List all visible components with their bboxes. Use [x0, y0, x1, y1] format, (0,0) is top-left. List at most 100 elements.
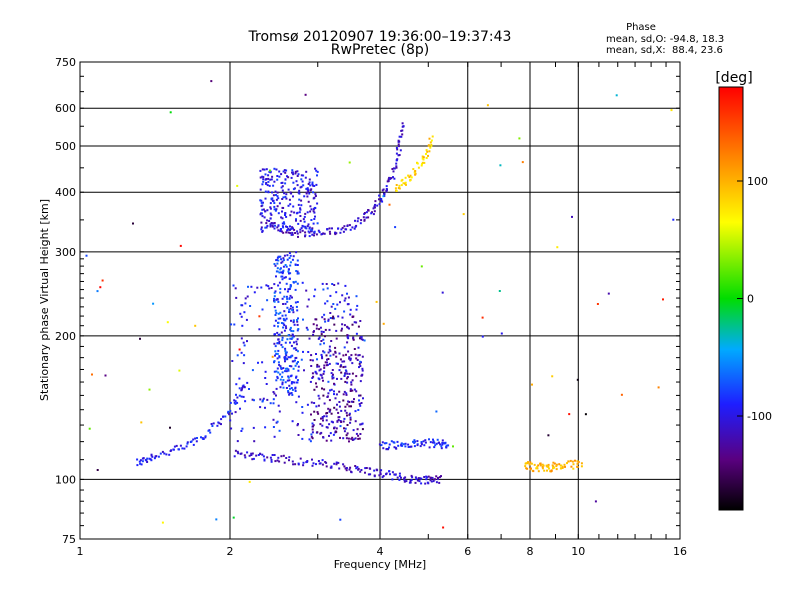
echo-point: [338, 401, 341, 403]
echo-point: [340, 377, 343, 380]
echo-point: [330, 340, 333, 342]
echo-point: [281, 336, 284, 339]
echo-point: [331, 227, 333, 230]
echo-point: [287, 268, 290, 271]
echo-point: [91, 373, 93, 376]
echo-point: [96, 290, 99, 293]
echo-point: [294, 280, 297, 283]
echo-point: [355, 295, 358, 298]
echo-point: [232, 516, 235, 519]
echo-point: [314, 215, 316, 218]
echo-point: [311, 181, 314, 184]
echo-point: [306, 328, 309, 331]
echo-point: [385, 448, 388, 451]
echo-point: [408, 176, 411, 179]
echo-point: [282, 454, 285, 457]
echo-point: [99, 286, 102, 289]
echo-point: [136, 464, 139, 467]
echo-point: [288, 252, 291, 254]
echo-point: [322, 350, 325, 353]
echo-point: [288, 365, 291, 367]
echo-point: [278, 342, 281, 345]
echo-point: [335, 461, 338, 464]
echo-point: [328, 362, 331, 365]
echo-point: [360, 402, 363, 404]
echo-point: [85, 254, 88, 257]
echo-point: [232, 284, 235, 287]
echo-point: [179, 444, 182, 447]
echo-point: [547, 463, 550, 466]
echo-point: [344, 380, 347, 383]
echo-point: [328, 230, 331, 233]
echo-point: [400, 184, 403, 187]
echo-point: [402, 443, 405, 446]
echo-point: [288, 198, 291, 201]
echo-point: [521, 161, 524, 164]
echo-point: [271, 224, 274, 227]
echo-point: [309, 210, 312, 213]
echo-point: [258, 328, 261, 331]
echo-point: [346, 341, 349, 344]
echo-point: [170, 449, 173, 452]
echo-point: [268, 170, 271, 173]
echo-point: [358, 366, 360, 369]
echo-point: [327, 407, 330, 410]
echo-point: [236, 401, 239, 404]
echo-point: [305, 192, 308, 195]
x-tick-label: 4: [377, 545, 384, 558]
echo-point: [315, 463, 317, 466]
echo-point: [353, 438, 356, 441]
echo-point: [290, 176, 293, 179]
echo-point: [359, 222, 362, 225]
echo-point: [294, 386, 297, 389]
echo-point: [307, 298, 310, 301]
echo-point: [283, 310, 286, 313]
echo-point: [413, 171, 416, 174]
echo-point: [280, 343, 283, 346]
echo-point: [246, 381, 249, 384]
echo-point: [314, 195, 317, 197]
echo-point: [310, 401, 313, 404]
echo-point: [288, 272, 290, 275]
echo-point: [580, 465, 583, 468]
echo-point: [348, 405, 351, 408]
echo-point: [354, 219, 356, 222]
echo-point: [321, 316, 324, 319]
echo-point: [296, 338, 299, 341]
echo-point: [175, 444, 178, 447]
echo-point: [280, 455, 283, 458]
echo-point: [420, 441, 423, 443]
echo-point: [284, 360, 286, 363]
echo-point: [292, 181, 295, 184]
echo-point: [308, 227, 311, 230]
echo-point: [244, 297, 247, 300]
echo-point: [310, 433, 313, 436]
echo-point: [402, 182, 405, 185]
echo-point: [481, 316, 484, 319]
echo-point: [282, 221, 285, 224]
echo-point: [148, 388, 151, 391]
echo-point: [285, 327, 288, 330]
echo-point: [272, 418, 275, 421]
echo-point: [248, 388, 250, 390]
echo-point: [429, 441, 432, 444]
echo-point: [265, 284, 268, 287]
echo-point: [282, 303, 285, 305]
echo-point: [161, 521, 164, 524]
echo-point: [286, 306, 289, 309]
echo-point: [313, 234, 315, 237]
echo-point: [392, 167, 395, 170]
echo-point: [286, 290, 289, 293]
echo-point: [386, 180, 389, 183]
echo-point: [283, 192, 286, 195]
echo-point: [234, 400, 237, 403]
echo-point: [547, 434, 550, 437]
echo-point: [299, 207, 302, 210]
echo-point: [292, 255, 295, 258]
echo-point: [139, 462, 142, 465]
echo-point: [363, 339, 366, 342]
echo-point: [236, 184, 239, 187]
x-axis: 1 2 4 6 8 10 16: [77, 62, 687, 558]
echo-point: [361, 355, 364, 358]
echo-point: [500, 332, 503, 335]
